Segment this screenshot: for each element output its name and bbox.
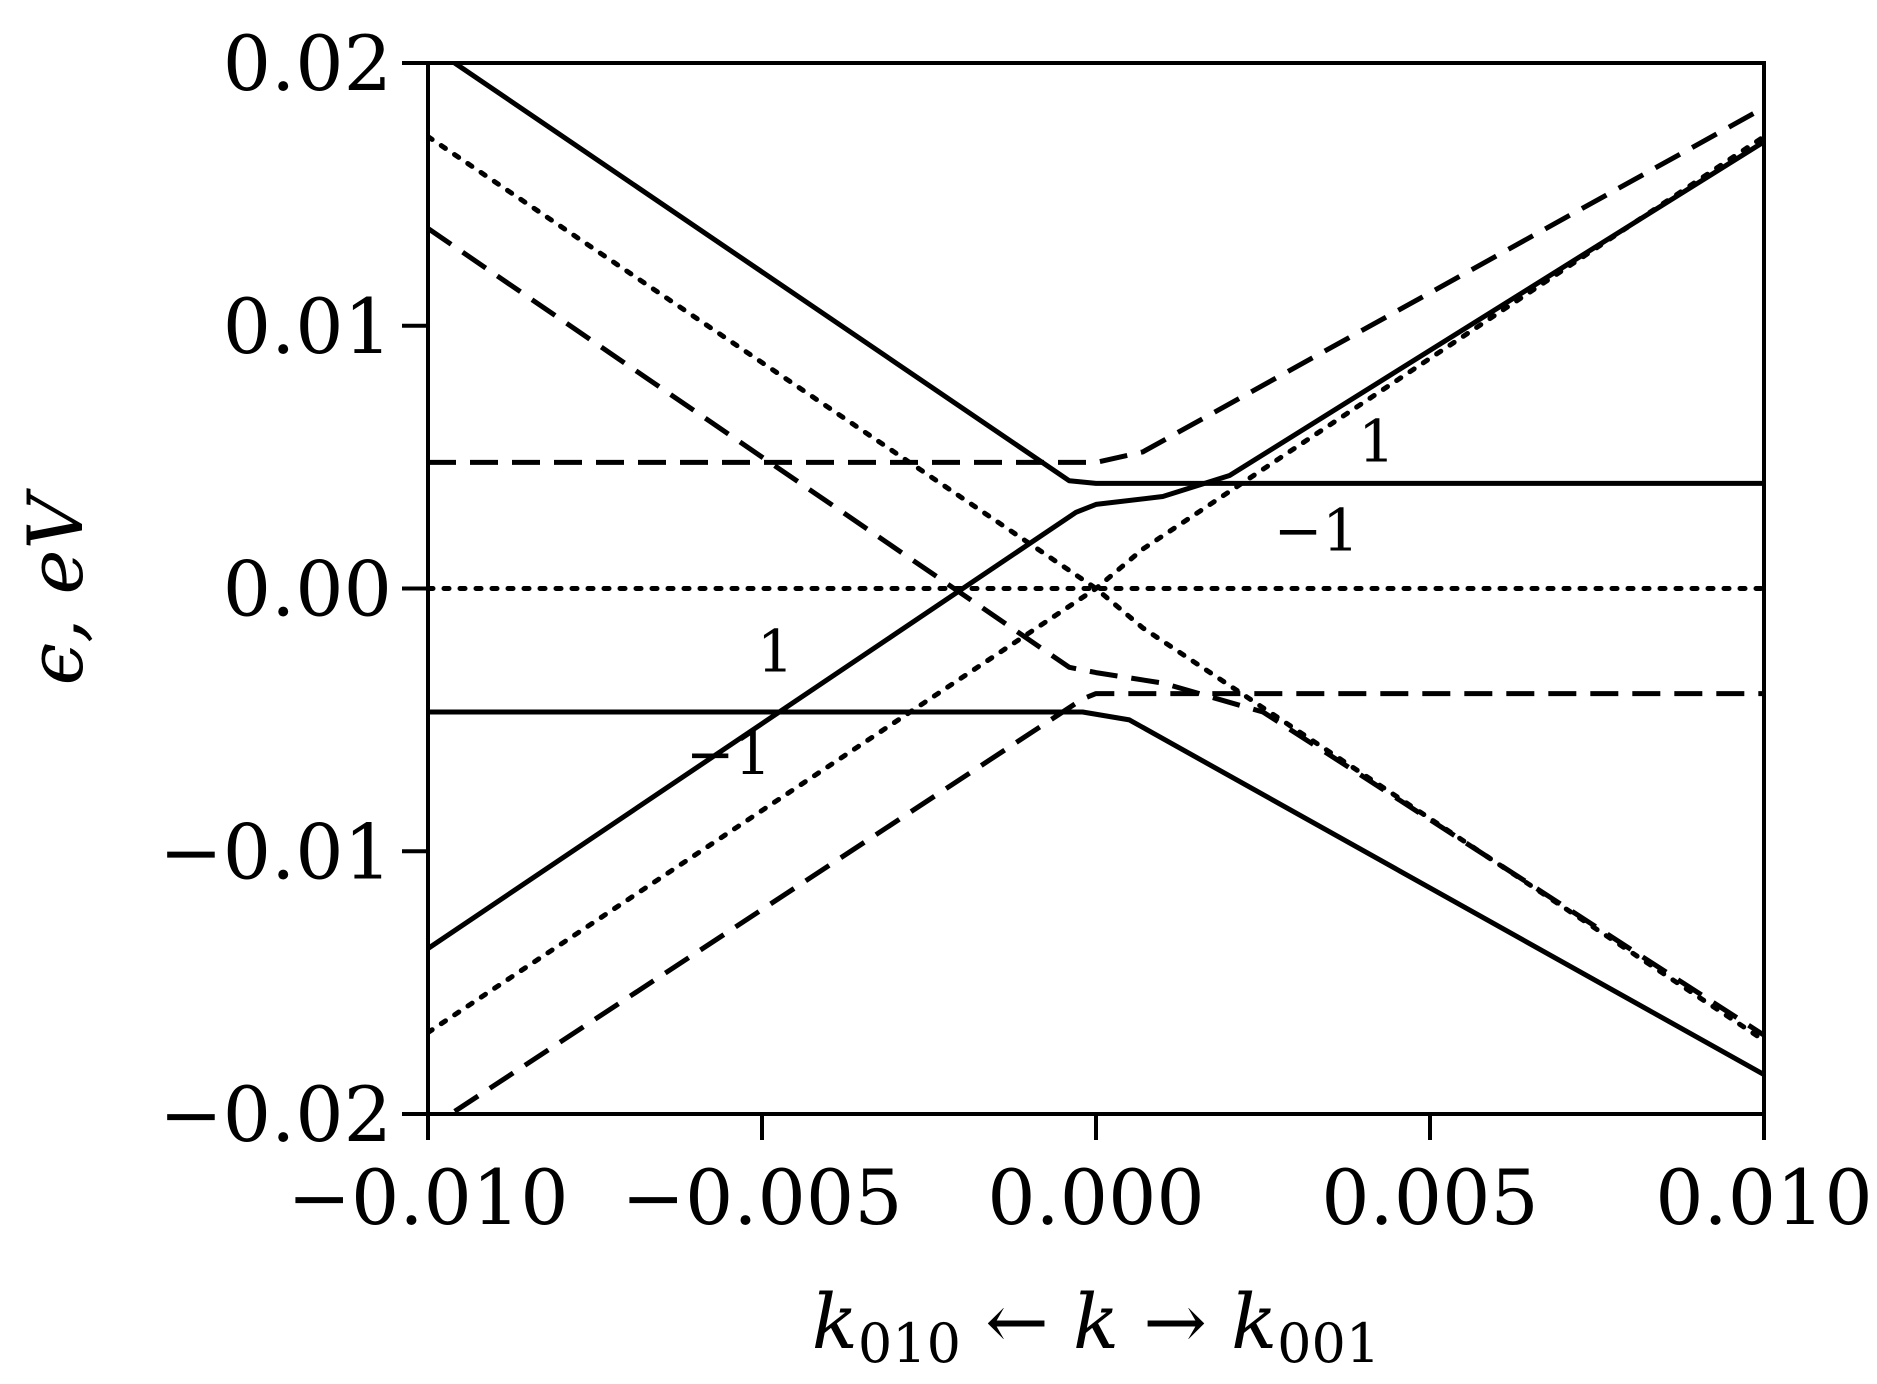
ticks-layer: −0.010 −0.005 0.000 0.005 0.010 −0.02 −0.01 0.0… xyxy=(159,19,1873,1242)
annotation-layer: 1 −1 1 −1 xyxy=(686,407,1395,788)
series-line-dotted-8 xyxy=(428,134,1764,1035)
series-line-dashed-3 xyxy=(428,105,1764,465)
curve-annotation: −1 xyxy=(1274,497,1360,565)
x-tick-label: 0.005 xyxy=(1321,1153,1539,1242)
series-line-solid-1 xyxy=(428,709,1764,1077)
x-tick-label: 0.000 xyxy=(987,1153,1205,1242)
series-line-dashed-5 xyxy=(453,691,1764,1114)
x-tick-label: 0.010 xyxy=(1655,1153,1873,1242)
series-layer xyxy=(428,63,1764,1114)
series-line-dotted-7 xyxy=(428,134,1764,1043)
x-tick-label: −0.010 xyxy=(287,1153,568,1242)
curve-annotation: 1 xyxy=(1358,407,1395,475)
x-tick-label: −0.005 xyxy=(621,1153,902,1242)
y-tick-label: 0.01 xyxy=(223,282,392,371)
y-tick-label: −0.01 xyxy=(159,807,392,896)
y-tick-label: 0.02 xyxy=(223,19,392,108)
series-line-dashed-4 xyxy=(428,226,1764,1038)
series-line-solid-2 xyxy=(428,139,1764,951)
curve-annotation: −1 xyxy=(686,720,772,788)
y-axis-label: ϵ, eV xyxy=(11,488,100,686)
series-line-solid-0 xyxy=(453,63,1764,486)
y-tick-label: −0.02 xyxy=(159,1070,392,1159)
plot-area: −0.010 −0.005 0.000 0.005 0.010 −0.02 −0.01 0.0… xyxy=(159,19,1873,1242)
x-axis-label: k010 ← k → k001 xyxy=(812,1277,1380,1375)
curve-annotation: 1 xyxy=(757,618,794,686)
y-tick-label: 0.00 xyxy=(223,545,392,634)
